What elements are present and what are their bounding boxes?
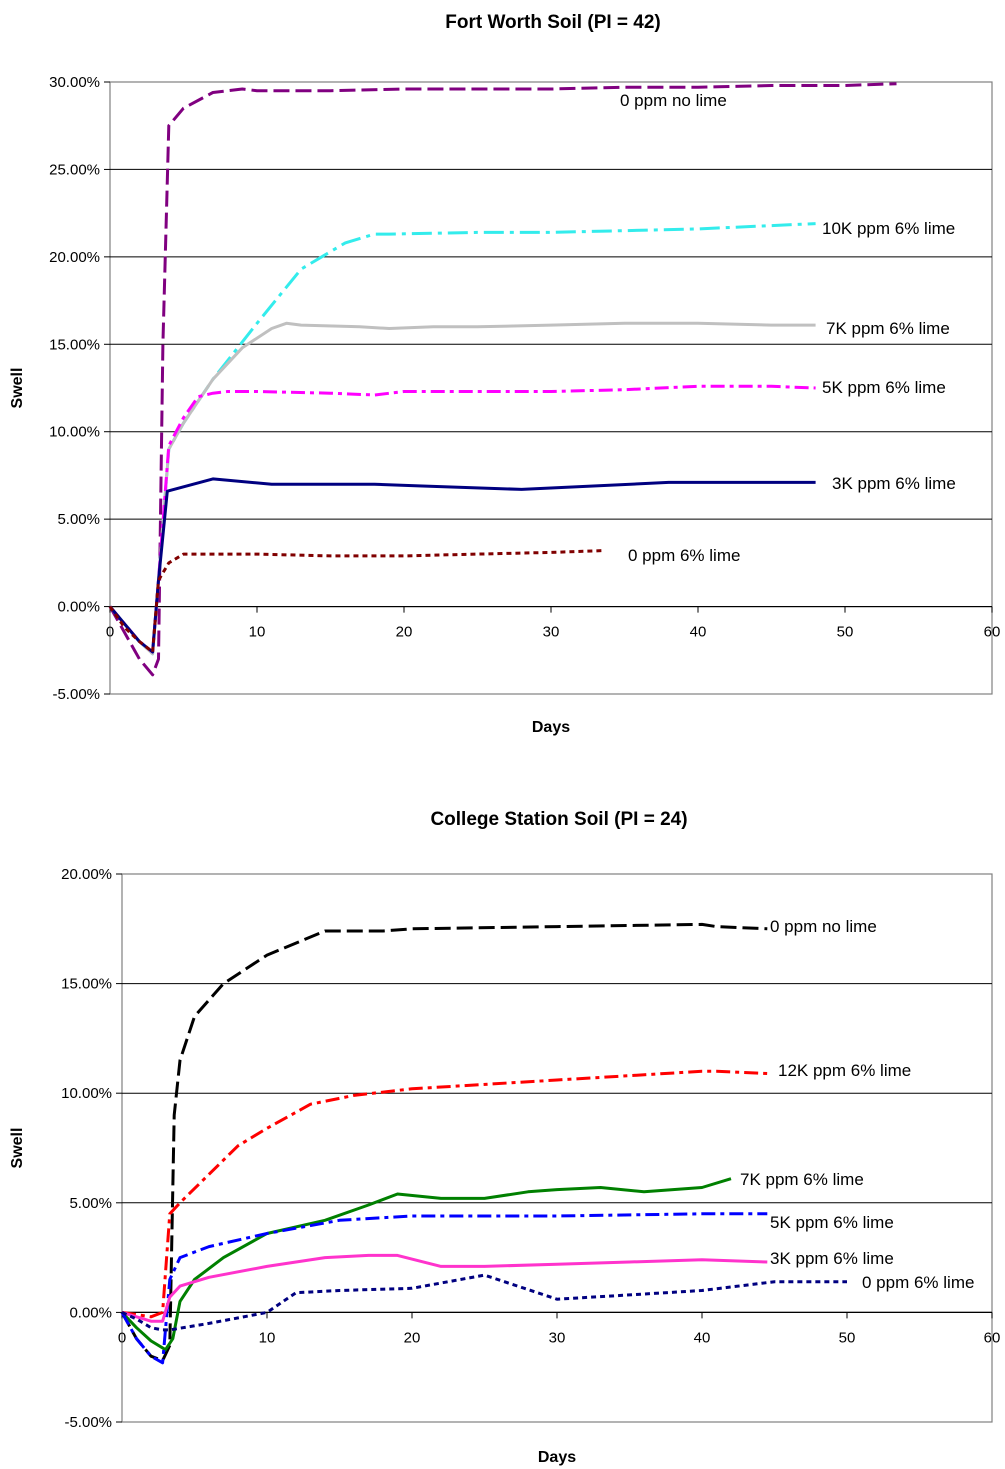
x-tick-label: 20 bbox=[404, 1329, 421, 1346]
series-label-6: 0 ppm 6% lime bbox=[862, 1273, 974, 1292]
x-tick-label: 10 bbox=[249, 624, 266, 641]
series-label-3: 7K ppm 6% lime bbox=[740, 1170, 864, 1189]
series-line-6 bbox=[121, 1273, 847, 1332]
series-label-4: 5K ppm 6% lime bbox=[822, 378, 946, 397]
x-tick-label: 50 bbox=[837, 624, 854, 641]
series-line-4 bbox=[108, 384, 816, 654]
x-tick-label: 60 bbox=[984, 1329, 1001, 1346]
series-line-4 bbox=[120, 1212, 768, 1365]
series-label-1: 0 ppm no lime bbox=[770, 917, 877, 936]
y-tick-label: 10.00% bbox=[61, 1085, 112, 1102]
y-tick-label: 0.00% bbox=[57, 599, 100, 616]
y-tick-label: 15.00% bbox=[61, 976, 112, 993]
y-tick-label: 0.00% bbox=[69, 1304, 112, 1321]
series-line-2 bbox=[121, 1069, 768, 1319]
x-tick-label: 20 bbox=[396, 624, 413, 641]
chart-1: Fort Worth Soil (PI = 42) -5.00% 0.00% 5.00… bbox=[9, 12, 1000, 736]
x-tick-label: 50 bbox=[839, 1329, 856, 1346]
plot-area bbox=[121, 873, 993, 1423]
y-tick-label: -5.00% bbox=[64, 1414, 112, 1431]
y-tick-label: 5.00% bbox=[57, 511, 100, 528]
x-axis-title: Days bbox=[538, 1449, 576, 1466]
x-tick-label: 40 bbox=[694, 1329, 711, 1346]
x-tick-label: 0 bbox=[106, 624, 114, 641]
x-tick-label: 60 bbox=[984, 624, 1001, 641]
series-label-4: 5K ppm 6% lime bbox=[770, 1213, 894, 1232]
y-tick-label: 5.00% bbox=[69, 1195, 112, 1212]
series-line-3 bbox=[120, 1177, 732, 1352]
series-label-6: 0 ppm 6% lime bbox=[628, 546, 740, 565]
x-tick-label: 30 bbox=[549, 1329, 566, 1346]
x-tick-label: 0 bbox=[118, 1329, 126, 1346]
series-label-3: 7K ppm 6% lime bbox=[826, 319, 950, 338]
y-tick-label: 20.00% bbox=[61, 866, 112, 883]
plot-area bbox=[109, 81, 993, 695]
series-label-2: 12K ppm 6% lime bbox=[778, 1061, 911, 1080]
y-tick-label: 25.00% bbox=[49, 161, 100, 178]
x-tick-label: 10 bbox=[259, 1329, 276, 1346]
series-label-5: 3K ppm 6% lime bbox=[832, 474, 956, 493]
y-tick-label: 10.00% bbox=[49, 424, 100, 441]
series-label-2: 10K ppm 6% lime bbox=[822, 219, 955, 238]
chart-title: College Station Soil (PI = 24) bbox=[430, 809, 687, 830]
x-axis-title: Days bbox=[532, 719, 570, 736]
series-line-2 bbox=[108, 222, 816, 656]
y-tick-label: 20.00% bbox=[49, 249, 100, 266]
y-tick-label: 15.00% bbox=[49, 336, 100, 353]
series-label-1: 0 ppm no lime bbox=[620, 91, 727, 110]
x-tick-label: 40 bbox=[690, 624, 707, 641]
y-axis-title: Swell bbox=[9, 1128, 26, 1169]
y-axis-title: Swell bbox=[9, 368, 26, 409]
x-tick-label: 30 bbox=[543, 624, 560, 641]
y-tick-label: -5.00% bbox=[52, 686, 100, 703]
series-line-6 bbox=[108, 549, 603, 654]
chart-title: Fort Worth Soil (PI = 42) bbox=[445, 12, 661, 33]
series-line-5 bbox=[121, 1253, 768, 1323]
chart-2: College Station Soil (PI = 24) -5.00% 0.00… bbox=[9, 809, 1000, 1466]
y-tick-label: 30.00% bbox=[49, 74, 100, 91]
series-label-5: 3K ppm 6% lime bbox=[770, 1249, 894, 1268]
